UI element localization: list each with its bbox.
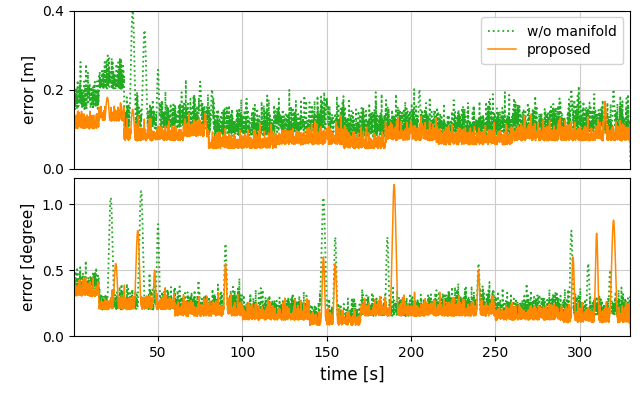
w/o manifold [613, 309, 621, 314]
proposed [207, 308, 215, 313]
proposed [588, 311, 596, 316]
proposed [627, 326, 634, 331]
proposed [207, 140, 215, 145]
proposed [197, 308, 205, 313]
proposed [588, 138, 596, 143]
Legend: w/o manifold, proposed: w/o manifold, proposed [481, 18, 623, 63]
w/o manifold [613, 127, 621, 132]
w/o manifold [207, 97, 215, 102]
proposed [575, 134, 583, 139]
w/o manifold [397, 124, 405, 129]
w/o manifold [70, 286, 77, 291]
Line: proposed: proposed [74, 97, 630, 152]
w/o manifold [627, 322, 634, 327]
w/o manifold [70, 91, 77, 96]
Y-axis label: error [m]: error [m] [22, 55, 36, 124]
w/o manifold [197, 305, 205, 310]
Line: proposed: proposed [74, 184, 630, 329]
X-axis label: time [s]: time [s] [320, 365, 384, 383]
proposed [104, 95, 111, 100]
w/o manifold [129, 8, 136, 13]
proposed [70, 291, 77, 296]
w/o manifold [575, 313, 583, 318]
proposed [613, 137, 621, 142]
w/o manifold [575, 119, 583, 124]
Line: w/o manifold: w/o manifold [74, 10, 630, 164]
w/o manifold [588, 129, 596, 134]
proposed [627, 150, 634, 155]
proposed [70, 113, 77, 118]
proposed [613, 311, 621, 316]
proposed [575, 318, 583, 323]
proposed [197, 132, 205, 137]
w/o manifold [137, 189, 145, 194]
w/o manifold [207, 304, 215, 309]
Y-axis label: error [degree]: error [degree] [21, 203, 36, 311]
w/o manifold [197, 102, 205, 107]
w/o manifold [397, 311, 405, 316]
proposed [397, 119, 405, 124]
Line: w/o manifold: w/o manifold [74, 191, 630, 325]
w/o manifold [588, 312, 596, 317]
proposed [390, 182, 398, 187]
proposed [397, 301, 405, 306]
w/o manifold [627, 161, 634, 166]
